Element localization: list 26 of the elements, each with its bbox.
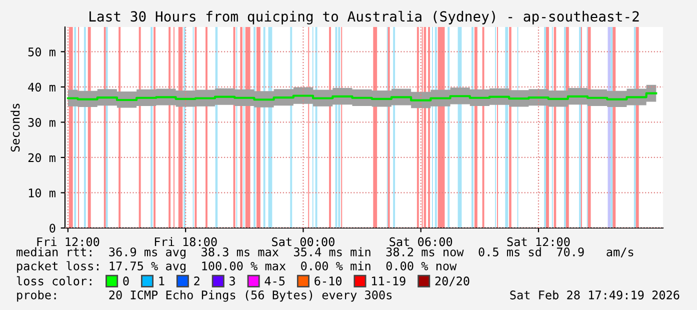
y-tick-label: 10 m	[28, 188, 56, 198]
y-tick-label: 0	[50, 224, 56, 233]
legend-label: 11-19	[372, 276, 406, 286]
x-tick-label: Fri 12:00	[37, 237, 100, 246]
legend-label: 0	[123, 276, 129, 286]
legend-label: 6-10	[314, 276, 342, 286]
y-tick-label: 50 m	[28, 47, 56, 56]
text: probe: 20 ICMP Echo Pings (56 Bytes) every 300s	[17, 290, 392, 302]
y-tick-label: 30 m	[28, 118, 56, 127]
legend-label: 20/20	[435, 276, 470, 286]
text: Sat Feb 28 17:49:19 2026	[510, 290, 680, 300]
x-tick-label: Sat 12:00	[507, 237, 570, 246]
y-tick-label: 40 m	[28, 82, 56, 92]
y-axis-title: Seconds	[10, 104, 20, 152]
legend-label: 3	[230, 276, 235, 286]
y-tick-label: 20 m	[28, 153, 56, 162]
text: packet loss: 17.75 % avg 100.00 % max 0.00 % min 0.00 % now	[17, 261, 457, 273]
legend-label: 1	[159, 276, 164, 286]
x-tick-label: Fri 18:00	[154, 237, 217, 246]
legend-title: loss color:	[16, 276, 92, 286]
chart-title: Last 30 Hours from quicping to Australia (Sydney) - ap-southeast-2	[90, 10, 639, 24]
text: median rtt: 36.9 ms avg 38.3 ms max 35.4 ms min 38.2 ms now 0.5 ms sd 70.9 am/s	[16, 247, 634, 259]
x-tick-label: Sat 00:00	[272, 237, 334, 246]
legend-label: 4-5	[264, 276, 285, 286]
legend-label: 2	[194, 276, 200, 286]
x-tick-label: Sat 06:00	[390, 237, 452, 246]
